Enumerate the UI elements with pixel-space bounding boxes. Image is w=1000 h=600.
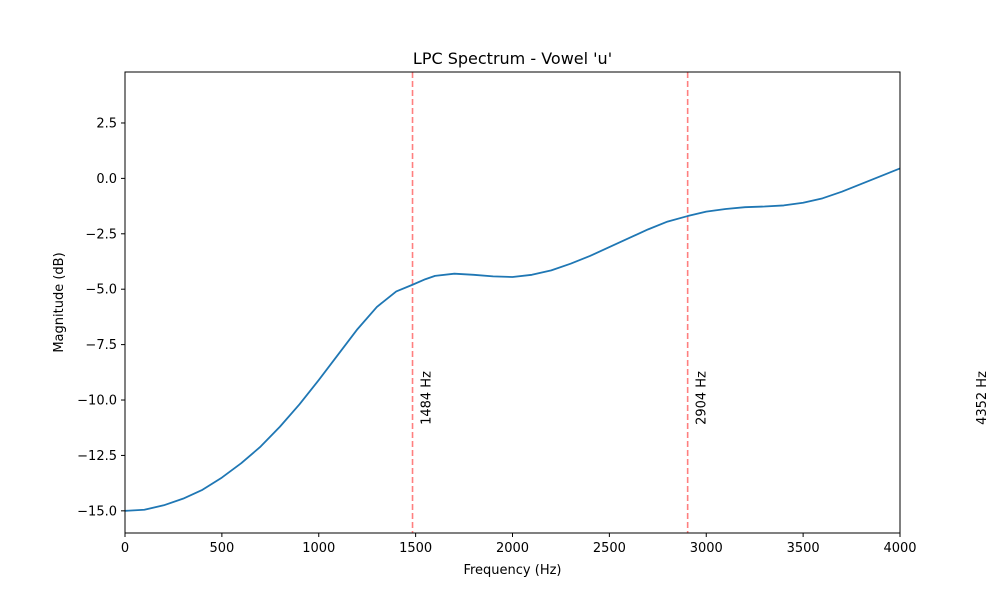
- x-tick-label: 500: [209, 541, 234, 556]
- x-tick-label: 2500: [593, 541, 626, 556]
- x-tick-label: 3500: [787, 541, 820, 556]
- y-tick-label: −10.0: [77, 394, 117, 409]
- y-tick-label: −5.0: [85, 283, 117, 298]
- x-tick-label: 2000: [496, 541, 529, 556]
- y-tick-label: −12.5: [77, 449, 117, 464]
- x-tick-label: 1000: [302, 541, 335, 556]
- x-axis-label: Frequency (Hz): [463, 563, 561, 578]
- x-tick-label: 3000: [690, 541, 723, 556]
- y-tick-label: 2.5: [96, 116, 117, 131]
- peak-label: 2904 Hz: [695, 371, 710, 425]
- chart-title: LPC Spectrum - Vowel 'u': [413, 49, 612, 68]
- y-tick-label: −15.0: [77, 504, 117, 519]
- peak-label: 4352 Hz: [975, 371, 990, 425]
- y-axis-label: Magnitude (dB): [52, 252, 67, 352]
- peak-label: 1484 Hz: [420, 371, 435, 425]
- x-tick-label: 0: [121, 541, 129, 556]
- x-tick-label: 1500: [399, 541, 432, 556]
- x-tick-label: 4000: [883, 541, 916, 556]
- spectrum-line: [125, 167, 900, 512]
- y-tick-label: −7.5: [85, 338, 117, 353]
- y-tick-label: 0.0: [96, 172, 117, 187]
- plot-area: 1484 Hz 2904 Hz 4352 Hz 0 500 1000 1500 2000 250…: [77, 71, 990, 556]
- y-tick-label: −2.5: [85, 227, 117, 242]
